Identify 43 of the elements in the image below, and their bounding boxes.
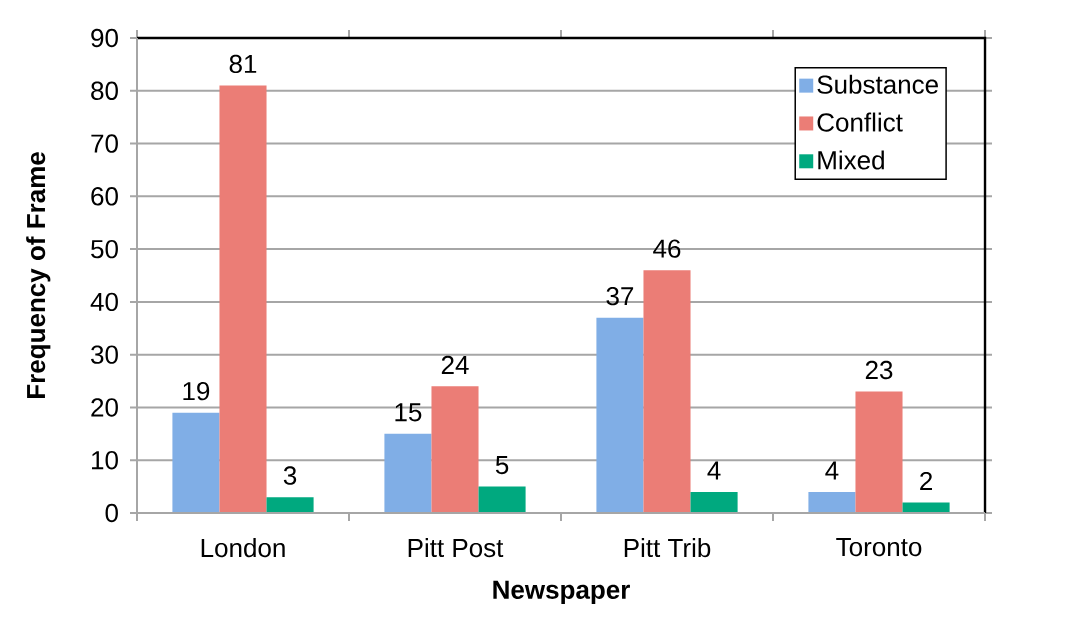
- x-tick-label: Pitt Trib: [624, 538, 711, 558]
- y-tick-label: 30: [91, 345, 118, 364]
- data-label: 2: [920, 471, 932, 491]
- data-label: 15: [395, 403, 422, 422]
- y-tick-label: 0: [105, 503, 118, 523]
- bar: [902, 502, 950, 513]
- y-tick-label: 50: [91, 239, 118, 259]
- y-tick-label: 70: [91, 134, 118, 153]
- y-tick-label: 10: [92, 451, 118, 470]
- data-label: 23: [865, 360, 893, 380]
- data-label: 3: [283, 466, 297, 485]
- data-label: 24: [441, 355, 469, 374]
- data-label: 4: [707, 461, 721, 480]
- data-label: 19: [183, 381, 210, 401]
- data-label: 46: [653, 239, 681, 258]
- x-tick-label: London: [201, 538, 285, 558]
- bar: [384, 433, 432, 513]
- bar: [596, 317, 644, 513]
- bar: [478, 486, 526, 513]
- x-tick-label: Pitt Post: [408, 538, 504, 558]
- legend-label: Substance: [817, 74, 938, 94]
- bar: [431, 386, 479, 513]
- y-tick-label: 40: [90, 292, 118, 312]
- x-tick-label: Toronto: [836, 538, 922, 557]
- data-label: 81: [229, 54, 257, 74]
- bar: [266, 497, 314, 513]
- data-label: 4: [825, 461, 839, 480]
- bar: [172, 412, 220, 513]
- y-tick-label: 20: [91, 398, 118, 417]
- y-tick-label: 80: [91, 81, 118, 100]
- bar: [808, 491, 856, 513]
- bar: [855, 391, 903, 513]
- legend-label: Conflict: [817, 112, 903, 132]
- data-label: 37: [606, 286, 634, 306]
- data-label: 5: [495, 456, 509, 475]
- legend-label: Mixed: [818, 150, 884, 170]
- bar: [219, 85, 267, 513]
- x-axis-title: Newspaper: [493, 580, 630, 605]
- y-tick-label: 60: [91, 187, 118, 206]
- y-tick-label: 90: [91, 28, 118, 48]
- y-axis-title: Frequency of Frame: [26, 152, 51, 399]
- bar: [690, 491, 738, 513]
- bar: [643, 270, 691, 513]
